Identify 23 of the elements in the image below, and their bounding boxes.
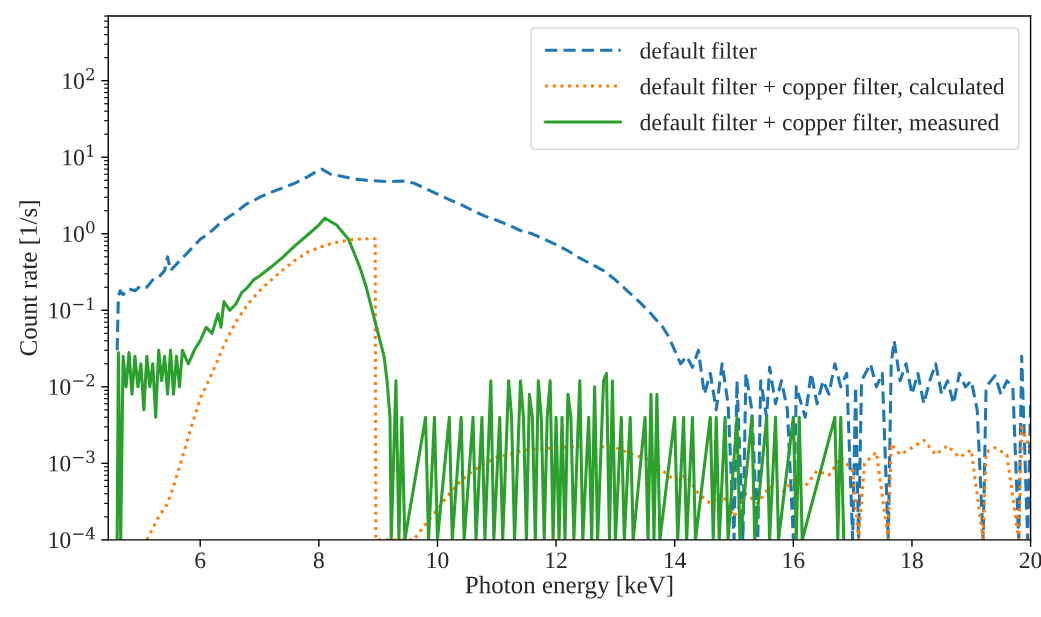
- x-tick-label: 14: [664, 552, 687, 569]
- legend-label: default filter: [640, 41, 757, 59]
- y-tick-label: 10$^{0}$: [63, 220, 95, 243]
- y-tick-label: 10$^{1}$: [63, 144, 94, 166]
- legend-label: default filter + copper filter, measured: [640, 113, 1000, 136]
- y-axis-title: Count rate [1/s]: [19, 201, 41, 356]
- y-tick-label: 10$^{2}$: [63, 67, 94, 89]
- legend-label: default filter + copper filter, calculated: [640, 77, 1005, 100]
- x-tick-label: 8: [313, 552, 324, 569]
- y-tick-label: 10$^{−2}$: [49, 374, 95, 396]
- x-tick-label: 6: [195, 552, 206, 569]
- line-series: [145, 237, 1031, 540]
- x-tick-label: 10: [427, 552, 449, 569]
- line-series: [115, 216, 846, 540]
- x-tick-label: 16: [783, 552, 805, 569]
- line-series: [115, 167, 1031, 540]
- y-tick-label: 10$^{−4}$: [49, 527, 95, 549]
- x-tick-label: 12: [546, 552, 567, 569]
- x-tick-label: 18: [902, 552, 923, 569]
- x-axis-title: Photon energy [keV]: [465, 575, 673, 599]
- y-tick-label: 10$^{−1}$: [49, 297, 94, 319]
- x-tick-label: 20: [1019, 552, 1041, 569]
- y-tick-label: 10$^{−3}$: [49, 450, 95, 472]
